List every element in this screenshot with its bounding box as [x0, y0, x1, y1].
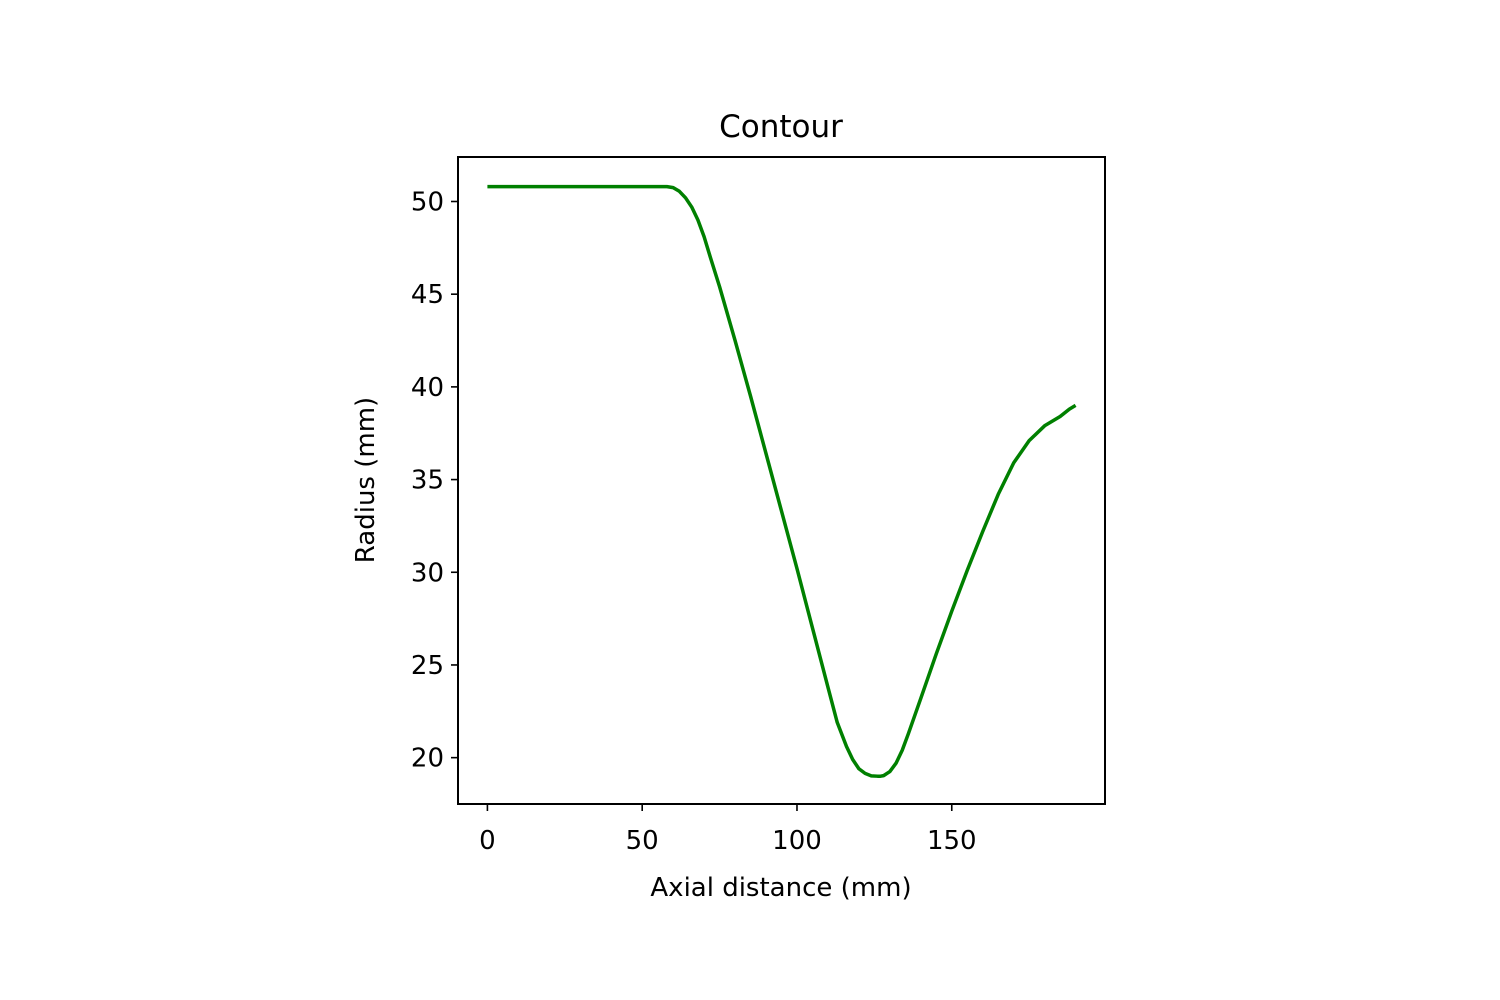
x-tick-label: 50 — [626, 826, 659, 856]
chart-title: Contour — [719, 109, 843, 145]
y-tick-label: 40 — [411, 373, 444, 403]
x-tick-label: 150 — [927, 826, 977, 856]
x-tick-label: 100 — [772, 826, 822, 856]
y-axis-ticks: 20 25 30 35 40 45 50 — [411, 187, 458, 774]
series-line-0 — [487, 184, 1077, 778]
plot-area — [487, 184, 1077, 778]
y-tick-label: 50 — [411, 187, 444, 217]
y-tick-label: 30 — [411, 558, 444, 588]
y-tick-label: 35 — [411, 466, 444, 496]
y-tick-label: 25 — [411, 651, 444, 681]
y-axis-label: Radius (mm) — [351, 397, 381, 563]
x-tick-label: 0 — [479, 826, 496, 856]
y-tick-label: 20 — [411, 744, 444, 774]
x-axis-ticks: 0 50 100 150 — [479, 804, 977, 856]
y-tick-label: 45 — [411, 280, 444, 310]
axes-frame — [457, 156, 1106, 805]
x-axis-label: Axial distance (mm) — [650, 873, 911, 903]
